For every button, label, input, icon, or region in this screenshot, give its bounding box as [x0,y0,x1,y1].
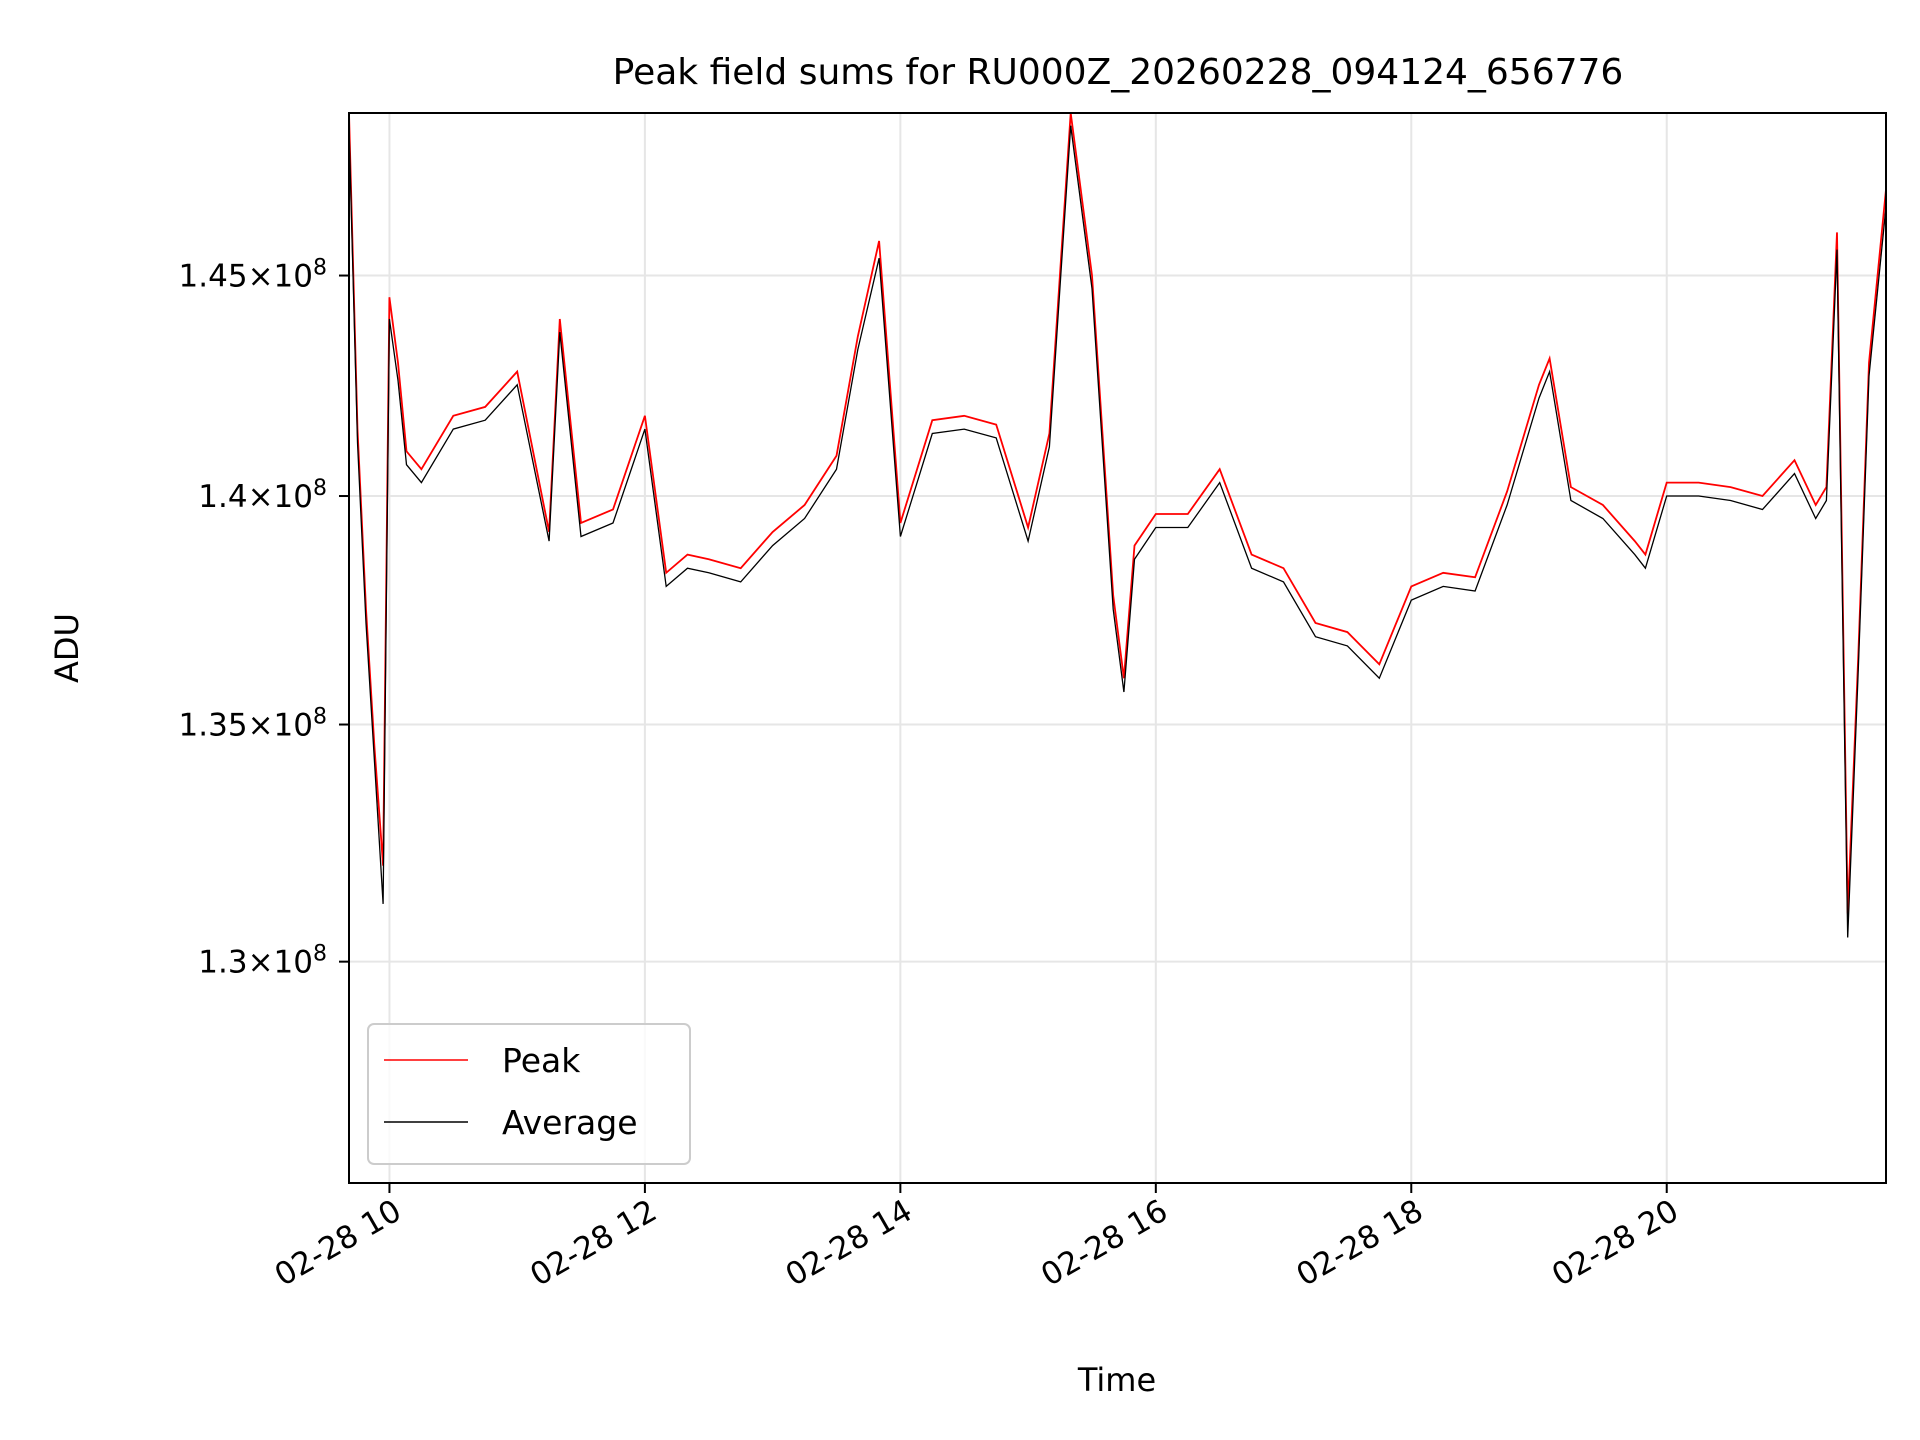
x-axis-label: Time [1077,1361,1156,1399]
peak-series-line [349,113,1886,914]
plot-frame [348,112,1887,1184]
series-layer [349,113,1886,938]
legend: Peak Average [367,1023,691,1165]
legend-box [367,1023,691,1165]
grid [349,113,1886,1183]
y-tick-label: 1.45×108 [179,256,327,295]
average-series-line [349,125,1886,938]
chart-title: Peak field sums for RU000Z_20260228_0941… [613,52,1624,93]
y-tick-label: 1.4×108 [198,476,327,515]
y-axis-label: ADU [48,613,86,683]
legend-average-label: Average [502,1103,638,1142]
y-tick-label: 1.3×108 [198,942,327,981]
y-tick-label: 1.35×108 [179,705,327,744]
legend-peak-label: Peak [502,1041,581,1080]
